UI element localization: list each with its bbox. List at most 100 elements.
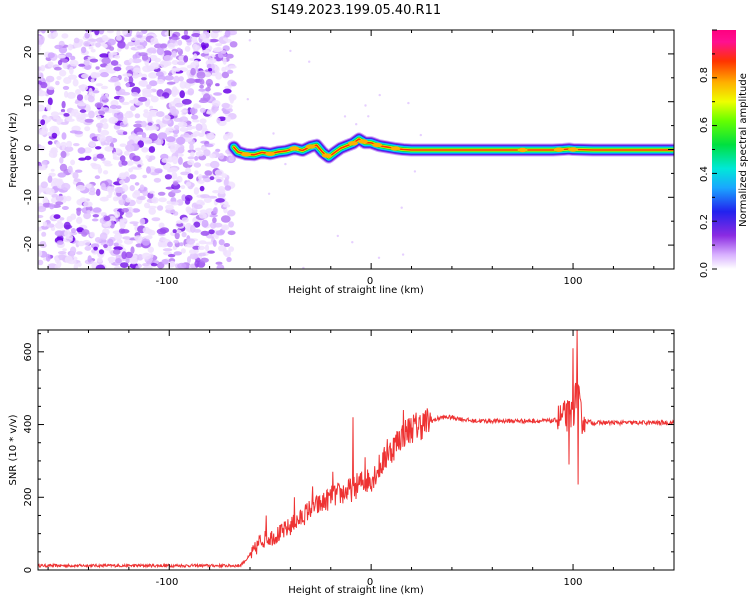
- noise-blob: [83, 147, 92, 154]
- noise-blob: [212, 217, 217, 224]
- noise-blob: [153, 177, 162, 183]
- noise-blob: [158, 222, 165, 229]
- noise-blob: [125, 197, 131, 203]
- noise-blob: [223, 178, 229, 186]
- noise-blob: [171, 36, 180, 41]
- noise-blob: [148, 146, 156, 153]
- snr-panel: -100 0 100 Height of straight line (km) …: [8, 329, 675, 596]
- noise-blob: [173, 97, 181, 104]
- noise-blob: [118, 174, 127, 180]
- noise-blob: [70, 159, 76, 166]
- noise-blob: [78, 84, 89, 91]
- noise-blob: [99, 53, 109, 58]
- noise-blob: [63, 237, 73, 243]
- noise-blob: [157, 169, 163, 174]
- noise-blob: [185, 182, 192, 187]
- noise-blob: [97, 125, 102, 133]
- noise-blob: [220, 215, 231, 223]
- noise-blob: [169, 167, 178, 173]
- noise-blob: [62, 248, 67, 252]
- noise-blob: [67, 43, 73, 51]
- noise-blob: [103, 107, 110, 113]
- noise-blob: [229, 41, 238, 48]
- noise-blob: [192, 119, 200, 123]
- noise-blob: [112, 151, 117, 160]
- noise-blob: [223, 88, 232, 94]
- noise-blob: [195, 123, 203, 131]
- noise-blob: [108, 116, 119, 124]
- noise-blob: [62, 61, 69, 70]
- noise-blob: [138, 96, 148, 102]
- noise-blob: [191, 36, 198, 42]
- noise-blob: [224, 85, 232, 90]
- noise-blob: [59, 156, 64, 164]
- noise-blob: [94, 175, 101, 180]
- noise-blob: [72, 172, 79, 179]
- noise-blob: [106, 186, 115, 193]
- noise-blob: [46, 104, 52, 111]
- noise-blob: [165, 136, 176, 143]
- noise-blob: [159, 227, 170, 234]
- noise-blob: [62, 85, 70, 90]
- noise-blob: [178, 76, 184, 82]
- noise-blob: [76, 94, 84, 101]
- noise-blob: [77, 102, 87, 107]
- ridge-hotspot: [517, 147, 528, 153]
- spectrogram-panel: -100 0 100 Height of straight line (km) …: [8, 29, 675, 296]
- ridge-hotspot: [553, 147, 564, 152]
- noise-blob: [150, 96, 159, 103]
- noise-blob: [47, 188, 55, 196]
- noise-blob: [49, 203, 55, 210]
- noise-blob: [187, 156, 195, 160]
- noise-blob: [38, 165, 43, 170]
- noise-blob: [56, 54, 66, 59]
- noise-blob: [56, 75, 62, 81]
- noise-blob: [45, 75, 55, 83]
- noise-blob: [190, 224, 196, 233]
- noise-blob: [71, 228, 76, 234]
- noise-blob: [222, 57, 227, 65]
- noise-blob: [195, 151, 205, 157]
- noise-blob: [198, 173, 203, 181]
- noise-blob: [105, 135, 114, 143]
- noise-blob: [157, 191, 166, 196]
- noise-blob: [227, 209, 236, 217]
- noise-blob: [221, 102, 230, 109]
- noise-blob: [54, 44, 63, 50]
- noise-speck: [248, 39, 251, 42]
- noise-blob: [113, 111, 124, 119]
- noise-blob: [186, 126, 193, 131]
- noise-blob: [81, 113, 90, 118]
- noise-blob: [228, 94, 235, 102]
- noise-blob: [51, 132, 58, 139]
- noise-blob: [114, 233, 123, 241]
- noise-blob: [147, 246, 154, 253]
- noise-blob: [64, 255, 73, 264]
- noise-blob: [168, 72, 173, 76]
- noise-blob: [83, 201, 93, 208]
- noise-blob: [191, 33, 201, 38]
- noise-blob: [193, 204, 203, 210]
- snr-series-line: [38, 330, 674, 569]
- noise-blob: [161, 259, 169, 265]
- noise-blob: [181, 98, 192, 105]
- noise-blob: [148, 155, 156, 161]
- noise-blob: [95, 146, 102, 150]
- noise-blob: [163, 114, 171, 121]
- noise-blob: [141, 238, 151, 246]
- noise-blob: [88, 190, 96, 196]
- noise-blob: [94, 30, 100, 36]
- noise-blob: [94, 237, 102, 243]
- noise-blob: [38, 104, 46, 112]
- noise-blob: [148, 207, 156, 215]
- noise-blob: [203, 197, 212, 203]
- noise-blob: [95, 188, 101, 196]
- noise-blob: [208, 38, 219, 43]
- noise-blob: [92, 207, 102, 213]
- noise-blob: [149, 80, 158, 87]
- noise-blob: [204, 241, 214, 245]
- noise-blob: [87, 255, 92, 263]
- noise-blob: [146, 166, 151, 174]
- top-y-tick-label: 10: [23, 95, 34, 108]
- noise-blob: [164, 174, 172, 180]
